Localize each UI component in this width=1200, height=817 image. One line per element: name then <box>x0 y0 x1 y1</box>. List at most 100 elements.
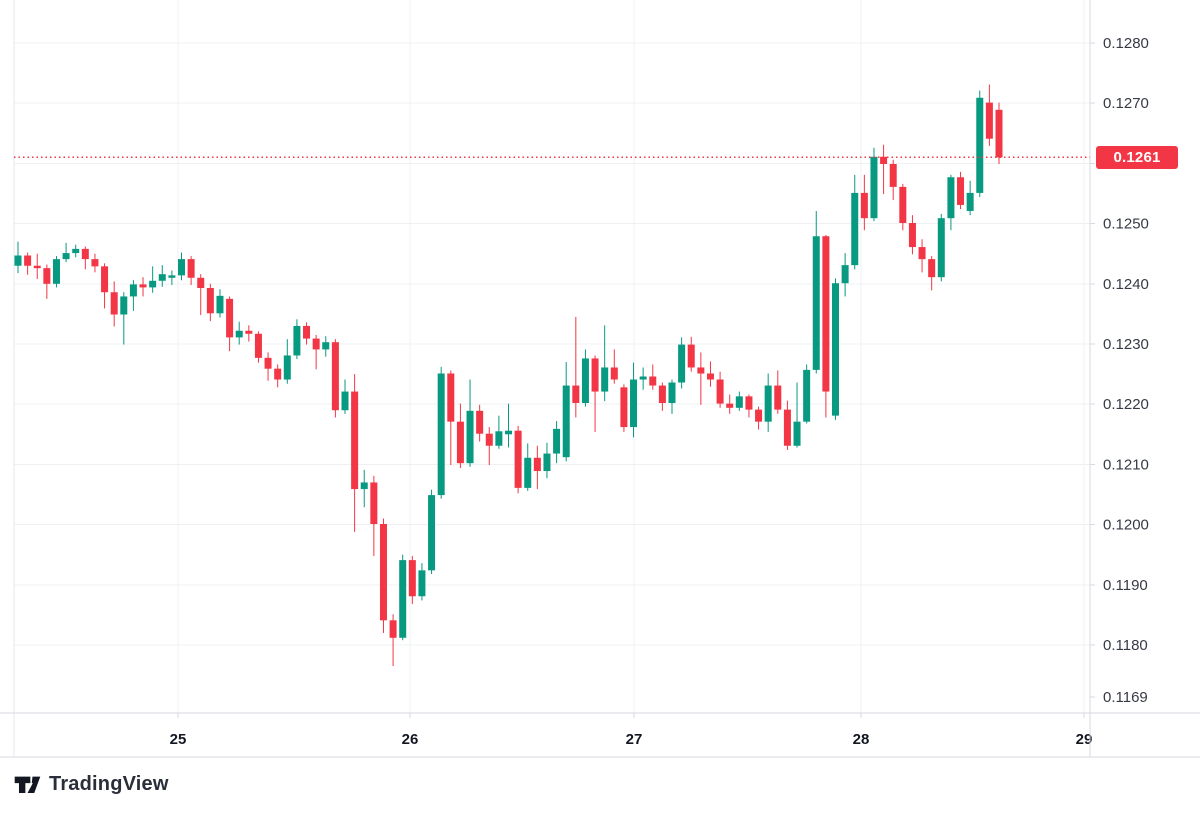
candle-body-down <box>187 259 195 278</box>
x-axis-day-label: 26 <box>402 731 419 748</box>
candle-body-down <box>485 433 493 446</box>
candle-body-down <box>33 265 41 269</box>
candle-body-up <box>793 421 801 446</box>
candle-body-up <box>639 376 647 380</box>
candle-body-up <box>120 296 128 315</box>
candle-body-down <box>687 344 695 368</box>
y-axis-edge-label: 0.1169 <box>1103 689 1148 706</box>
candle-body-up <box>812 236 820 370</box>
candle-body-down <box>755 409 763 422</box>
candle-body-down <box>312 338 320 350</box>
candle-body-down <box>880 156 888 164</box>
candle-body-down <box>745 396 753 410</box>
candle-body-down <box>379 524 387 621</box>
candle-body-up <box>418 570 426 597</box>
y-axis-label: 0.1280 <box>1103 35 1149 52</box>
candle-body-down <box>303 325 311 339</box>
candle-body-up <box>601 367 609 392</box>
candle-body-up <box>851 192 859 266</box>
tradingview-logo-text: TradingView <box>49 773 169 795</box>
candle-body-down <box>572 385 580 403</box>
candle-body-down <box>591 358 599 392</box>
x-axis-day-label: 27 <box>626 731 643 748</box>
candle-body-down <box>245 330 253 334</box>
candle-body-up <box>543 453 551 472</box>
candle-body-down <box>447 373 455 422</box>
candle-body-up <box>630 379 638 428</box>
candle-body-down <box>24 255 32 266</box>
candle-body-down <box>860 192 868 219</box>
candle-body-down <box>610 367 618 380</box>
candle-body-down <box>476 410 484 434</box>
candle-body-down <box>110 292 118 315</box>
candle-body-down <box>918 247 926 260</box>
y-axis-label: 0.1240 <box>1103 276 1149 293</box>
candle-body-up <box>168 275 176 278</box>
candle-body-up <box>235 330 243 338</box>
candle-body-down <box>928 259 936 278</box>
candle-body-up <box>841 265 849 284</box>
candle-body-down <box>91 259 99 267</box>
candle-body-up <box>832 283 839 416</box>
candle-body-up <box>428 495 436 571</box>
candle-body-up <box>562 385 570 458</box>
candle-body-up <box>947 177 955 219</box>
y-axis-label: 0.1230 <box>1103 336 1149 353</box>
candle-body-up <box>937 218 945 278</box>
tradingview-logo[interactable]: TradingView <box>14 772 169 797</box>
candle-body-down <box>985 102 993 139</box>
candle-body-up <box>360 482 368 490</box>
y-axis-label: 0.1220 <box>1103 396 1149 413</box>
candle-body-down <box>697 367 705 374</box>
candle-body-down <box>649 376 657 386</box>
candle-body-up <box>52 259 60 284</box>
candle-body-up <box>524 457 532 488</box>
candle-body-up <box>735 396 743 408</box>
last-price-label: 0.1261 <box>1096 145 1178 169</box>
candle-body-down <box>620 387 628 428</box>
candle-body-up <box>322 342 330 350</box>
candle-body-up <box>216 295 224 314</box>
candle-body-down <box>264 357 272 369</box>
candle-body-up <box>976 97 984 193</box>
candle-body-down <box>274 368 282 380</box>
y-axis-label: 0.1200 <box>1103 517 1149 534</box>
candle-body-down <box>716 379 724 404</box>
candle-body-down <box>822 236 830 392</box>
candle-body-up <box>668 382 676 403</box>
candle-body-down <box>899 186 907 223</box>
candle-body-down <box>514 430 522 488</box>
x-axis-day-label: 25 <box>170 731 187 748</box>
y-axis-label: 0.1180 <box>1103 637 1148 654</box>
candle-body-up <box>581 358 589 403</box>
candle-body-up <box>399 560 407 638</box>
candle-body-up <box>72 248 80 254</box>
candle-body-up <box>129 284 137 297</box>
x-axis-day-label: 29 <box>1076 731 1093 748</box>
candle-body-down <box>408 560 416 597</box>
candle-body-down <box>726 403 734 408</box>
candle-body-up <box>803 369 811 422</box>
candle-body-up <box>283 355 291 380</box>
candle-body-down <box>456 421 464 464</box>
candle-body-down <box>206 288 214 314</box>
candle-body-down <box>331 342 339 411</box>
y-axis-label: 0.1190 <box>1103 577 1148 594</box>
candle-body-up <box>505 430 512 435</box>
candle-body-down <box>389 620 397 638</box>
candle-body-down <box>889 164 897 187</box>
candle-body-down <box>370 482 378 524</box>
candle-body-up <box>341 391 349 411</box>
candle-body-up <box>870 156 878 219</box>
candle-body-down <box>351 391 359 490</box>
candle-body-up <box>678 344 686 383</box>
candle-body-down <box>81 248 89 260</box>
candle-body-down <box>226 298 234 338</box>
candle-body-down <box>101 266 109 293</box>
y-axis-label: 0.1250 <box>1103 216 1149 233</box>
candle-body-down <box>658 385 666 403</box>
candle-body-down <box>783 409 791 446</box>
candle-body-down <box>995 109 1003 158</box>
